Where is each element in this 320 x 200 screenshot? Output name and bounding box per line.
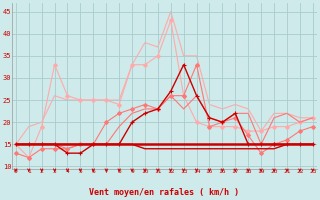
X-axis label: Vent moyen/en rafales ( km/h ): Vent moyen/en rafales ( km/h ) xyxy=(89,188,239,197)
